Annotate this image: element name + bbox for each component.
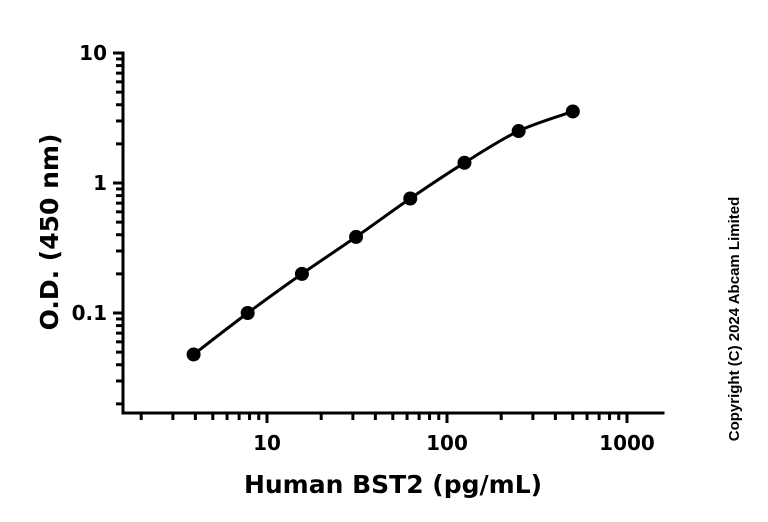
data-points (186, 104, 580, 362)
data-point (294, 266, 309, 281)
y-axis: 0.1 1 10 (72, 41, 125, 415)
data-point (186, 347, 201, 362)
data-point (403, 191, 418, 206)
y-tick-label: 0.1 (72, 301, 107, 325)
x-axis-title: Human BST2 (pg/mL) (244, 470, 542, 499)
data-point (240, 306, 255, 320)
x-axis: 10 100 1000 (121, 411, 665, 455)
data-point (511, 124, 526, 139)
copyright-notice: Copyright (C) 2024 Abcam Limited (726, 197, 743, 441)
x-tick-label: 100 (426, 431, 468, 455)
y-tick-label: 1 (93, 171, 107, 195)
y-tick-label: 10 (79, 41, 107, 65)
y-axis-title: O.D. (450 nm) (35, 134, 64, 331)
x-tick-label: 1000 (599, 431, 655, 455)
data-point (349, 229, 364, 244)
data-point (565, 104, 580, 119)
data-point (457, 155, 472, 170)
x-tick-label: 10 (253, 431, 281, 455)
